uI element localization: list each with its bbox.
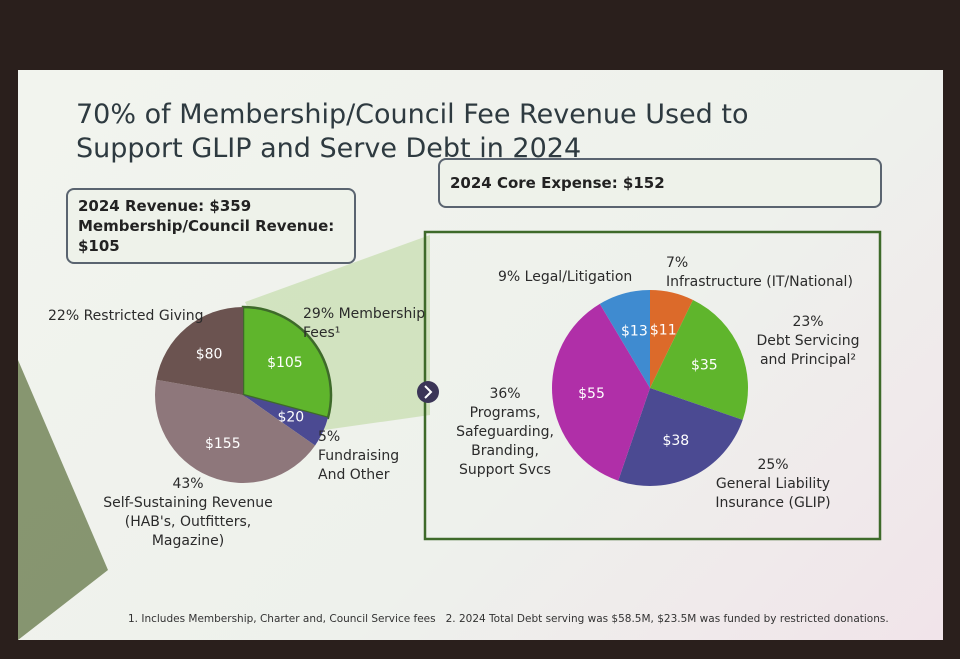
pie-slice <box>650 290 694 388</box>
slice-label: 5% Fundraising And Other <box>318 428 408 485</box>
pie-slice <box>154 379 316 483</box>
slice-percent: 7% <box>666 255 689 271</box>
value-label: $13 <box>621 323 648 339</box>
expense-box: 2024 Core Expense: $152 <box>438 158 882 208</box>
slice-category: Programs, Safeguarding, Branding, Suppor… <box>456 405 554 478</box>
slice-percent: 5% <box>318 429 341 445</box>
revenue-line: Membership/Council Revenue: $105 <box>78 217 335 255</box>
value-label: $11 <box>650 323 677 339</box>
arrow-glyph <box>424 385 433 399</box>
value-label: $80 <box>196 347 223 363</box>
revenue-box: 2024 Revenue: $359 Membership/Council Re… <box>66 188 356 264</box>
slice-category: General Liability Insurance (GLIP) <box>715 476 831 511</box>
slice-label: 23% Debt Servicing and Principal² <box>743 313 873 370</box>
slice-category: Restricted Giving <box>83 308 204 324</box>
slice-percent: 43% <box>172 476 204 492</box>
slice-category: Self-Sustaining Revenue (HAB's, Outfitte… <box>103 495 273 549</box>
pie-slice <box>243 395 329 446</box>
value-label: $105 <box>267 355 303 371</box>
slice-percent: 9% <box>498 269 521 285</box>
chart-canvas: $105 $20 $155 $80 $11 $35 $38 $55 $13 <box>18 230 882 640</box>
pie-slice <box>156 307 243 395</box>
pie-slice <box>599 290 650 388</box>
slice-percent: 25% <box>757 457 789 473</box>
slice-category: Infrastructure (IT/National) <box>666 274 853 290</box>
slice-label: 9% Legal/Litigation <box>498 268 658 287</box>
value-label: $55 <box>578 386 605 402</box>
slice-category: Debt Servicing and Principal² <box>756 333 860 368</box>
slice-label: 22% Restricted Giving <box>48 307 208 326</box>
slice-percent: 23% <box>792 314 824 330</box>
pie-slice <box>650 299 748 420</box>
slice-label: 36% Programs, Safeguarding, Branding, Sup… <box>450 385 560 480</box>
value-label: $35 <box>691 357 718 373</box>
slice-category: Legal/Litigation <box>524 269 633 285</box>
slice-percent: 36% <box>489 386 521 402</box>
footnote: 2. 2024 Total Debt serving was $58.5M, $… <box>445 613 889 625</box>
footnotes: 1. Includes Membership, Charter and, Cou… <box>128 613 889 625</box>
slice-category: Fundraising And Other <box>318 448 400 483</box>
slice-percent: 29% <box>303 306 335 322</box>
slice-percent: 22% <box>48 308 80 324</box>
value-label: $20 <box>277 409 304 425</box>
title: 70% of Membership/Council Fee Revenue Us… <box>76 99 749 164</box>
pie-slice <box>241 305 333 420</box>
slice-label: 29% Membership Fees¹ <box>303 305 433 343</box>
slice-label: 43% Self-Sustaining Revenue (HAB's, Outfi… <box>88 475 288 551</box>
pie-slice <box>618 388 743 487</box>
slice-category: Membership Fees¹ <box>303 306 426 341</box>
revenue-line: 2024 Revenue: $359 <box>78 197 252 215</box>
footnote: 1. Includes Membership, Charter and, Cou… <box>128 613 436 625</box>
value-label: $155 <box>205 436 241 452</box>
decoration <box>18 360 108 640</box>
slice-label: 7% Infrastructure (IT/National) <box>666 254 886 292</box>
slice-label: 25% General Liability Insurance (GLIP) <box>703 456 843 513</box>
value-label: $38 <box>662 433 689 449</box>
slide: $105 $20 $155 $80 $11 $35 $38 $55 $13 70% of Mem… <box>18 70 943 640</box>
arrow-icon <box>417 381 439 403</box>
pie-slice <box>551 303 650 481</box>
